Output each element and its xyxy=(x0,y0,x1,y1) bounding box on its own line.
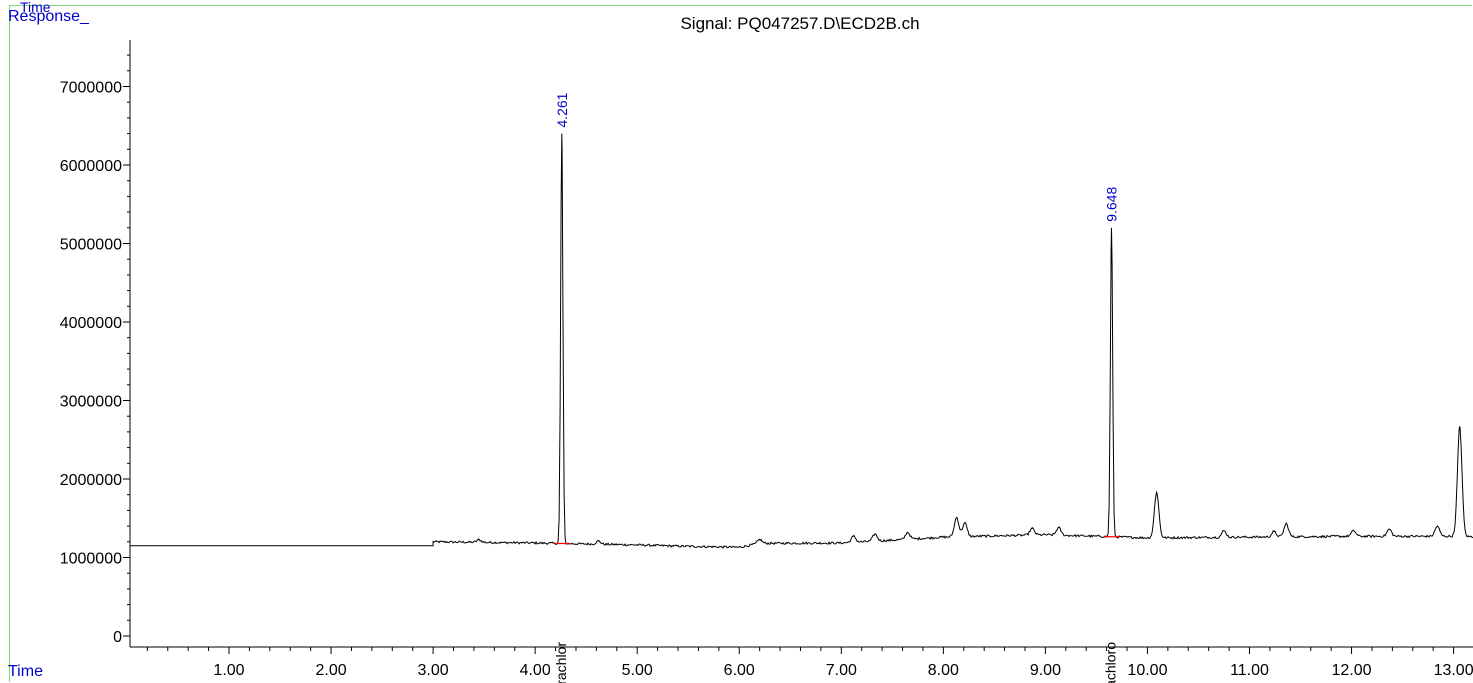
x-tick-label: 8.00 xyxy=(928,662,959,679)
y-tick-label: 1000000 xyxy=(60,551,122,568)
x-tick-label: 2.00 xyxy=(315,662,346,679)
x-axis-label: Time xyxy=(8,663,43,680)
y-tick-label: 3000000 xyxy=(60,394,122,411)
plot-frame: Time xyxy=(9,0,1472,682)
peak-compound-label: Decachloro xyxy=(1103,642,1119,683)
x-tick-label: 10.00 xyxy=(1127,662,1167,679)
peak-retention-time-label: 9.648 xyxy=(1104,187,1120,222)
peak-compound-label: Tetrachlor xyxy=(553,642,569,683)
x-tick-label: 1.00 xyxy=(213,662,244,679)
y-tick-label: 5000000 xyxy=(60,237,122,254)
peak-retention-time-label: 4.261 xyxy=(554,92,570,127)
y-axis-label: Response_ xyxy=(8,8,89,25)
y-tick-label: 4000000 xyxy=(60,315,122,332)
y-tick-label: 7000000 xyxy=(60,80,122,97)
y-tick-label: 2000000 xyxy=(60,472,122,489)
x-tick-label: 11.00 xyxy=(1230,662,1269,679)
x-tick-label: 6.00 xyxy=(724,662,755,679)
x-tick-label: 4.00 xyxy=(520,662,551,679)
signal-trace xyxy=(130,133,1473,549)
top-time-label: Time xyxy=(20,0,51,15)
y-tick-label: 0 xyxy=(113,629,122,646)
y-tick-label: 6000000 xyxy=(60,158,122,175)
chart-title: Signal: PQ047257.D\ECD2B.ch xyxy=(680,14,920,33)
x-tick-label: 9.00 xyxy=(1030,662,1061,679)
x-tick-label: 13.00 xyxy=(1434,662,1473,679)
x-tick-label: 3.00 xyxy=(418,662,449,679)
x-tick-label: 12.00 xyxy=(1332,662,1372,679)
x-tick-label: 7.00 xyxy=(826,662,857,679)
x-tick-label: 5.00 xyxy=(622,662,653,679)
